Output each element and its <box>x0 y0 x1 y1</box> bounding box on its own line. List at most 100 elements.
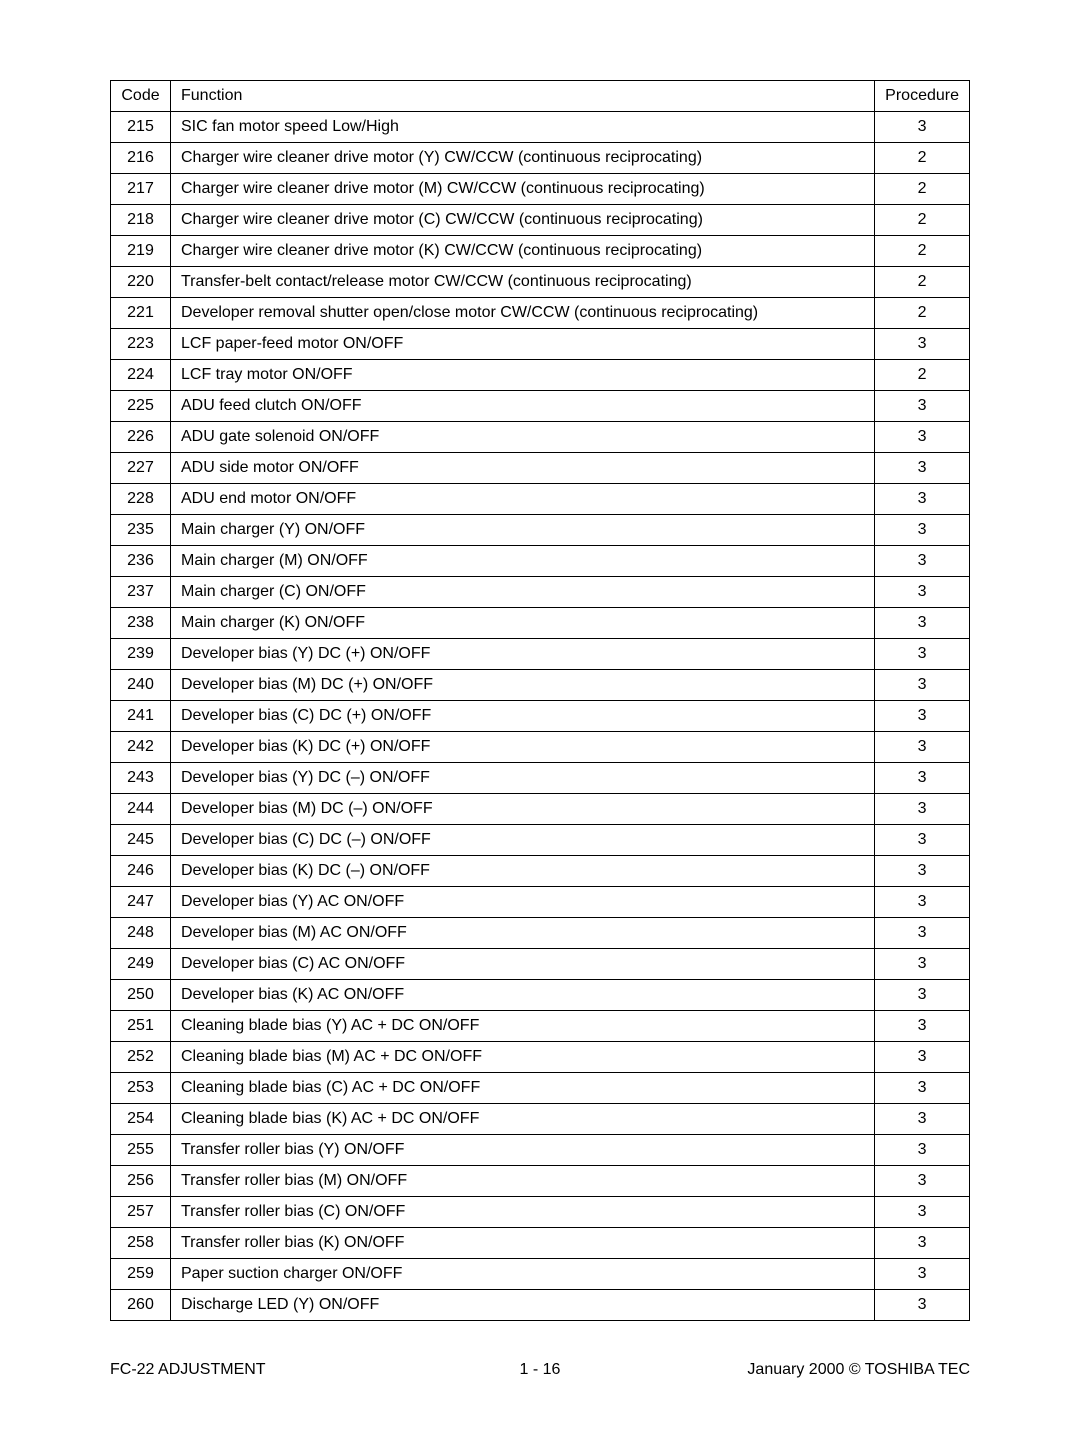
cell-function: Charger wire cleaner drive motor (K) CW/… <box>171 236 875 267</box>
cell-function: Charger wire cleaner drive motor (Y) CW/… <box>171 143 875 174</box>
cell-procedure: 3 <box>875 1259 970 1290</box>
cell-code: 228 <box>111 484 171 515</box>
cell-procedure: 3 <box>875 1042 970 1073</box>
footer-right: January 2000 © TOSHIBA TEC <box>747 1361 970 1379</box>
cell-code: 256 <box>111 1166 171 1197</box>
cell-code: 251 <box>111 1011 171 1042</box>
cell-procedure: 3 <box>875 112 970 143</box>
cell-function: Developer bias (K) DC (+) ON/OFF <box>171 732 875 763</box>
header-procedure: Procedure <box>875 81 970 112</box>
cell-procedure: 2 <box>875 143 970 174</box>
cell-procedure: 3 <box>875 515 970 546</box>
cell-procedure: 3 <box>875 949 970 980</box>
header-code: Code <box>111 81 171 112</box>
cell-function: Developer bias (Y) AC ON/OFF <box>171 887 875 918</box>
cell-function: Paper suction charger ON/OFF <box>171 1259 875 1290</box>
cell-code: 235 <box>111 515 171 546</box>
cell-function: Cleaning blade bias (K) AC + DC ON/OFF <box>171 1104 875 1135</box>
table-row: 242Developer bias (K) DC (+) ON/OFF3 <box>111 732 970 763</box>
cell-function: Discharge LED (Y) ON/OFF <box>171 1290 875 1321</box>
cell-code: 236 <box>111 546 171 577</box>
cell-procedure: 3 <box>875 1197 970 1228</box>
table-row: 226ADU gate solenoid ON/OFF3 <box>111 422 970 453</box>
cell-function: ADU side motor ON/OFF <box>171 453 875 484</box>
cell-procedure: 3 <box>875 1228 970 1259</box>
cell-code: 226 <box>111 422 171 453</box>
cell-function: Developer bias (K) AC ON/OFF <box>171 980 875 1011</box>
table-row: 238Main charger (K) ON/OFF3 <box>111 608 970 639</box>
table-row: 249Developer bias (C) AC ON/OFF3 <box>111 949 970 980</box>
table-row: 228ADU end motor ON/OFF3 <box>111 484 970 515</box>
cell-procedure: 3 <box>875 453 970 484</box>
cell-procedure: 2 <box>875 360 970 391</box>
cell-function: LCF tray motor ON/OFF <box>171 360 875 391</box>
cell-function: Developer bias (C) DC (–) ON/OFF <box>171 825 875 856</box>
cell-code: 259 <box>111 1259 171 1290</box>
cell-procedure: 3 <box>875 422 970 453</box>
cell-procedure: 2 <box>875 174 970 205</box>
cell-procedure: 3 <box>875 639 970 670</box>
cell-code: 254 <box>111 1104 171 1135</box>
header-function: Function <box>171 81 875 112</box>
table-row: 235Main charger (Y) ON/OFF3 <box>111 515 970 546</box>
cell-code: 241 <box>111 701 171 732</box>
table-row: 216Charger wire cleaner drive motor (Y) … <box>111 143 970 174</box>
main-table: Code Function Procedure 215SIC fan motor… <box>110 80 970 1321</box>
cell-procedure: 3 <box>875 608 970 639</box>
cell-code: 224 <box>111 360 171 391</box>
table-row: 227ADU side motor ON/OFF3 <box>111 453 970 484</box>
table-row: 260Discharge LED (Y) ON/OFF3 <box>111 1290 970 1321</box>
cell-procedure: 2 <box>875 298 970 329</box>
cell-code: 260 <box>111 1290 171 1321</box>
cell-function: LCF paper-feed motor ON/OFF <box>171 329 875 360</box>
cell-procedure: 3 <box>875 794 970 825</box>
cell-procedure: 3 <box>875 701 970 732</box>
cell-function: Main charger (M) ON/OFF <box>171 546 875 577</box>
table-row: 243Developer bias (Y) DC (–) ON/OFF3 <box>111 763 970 794</box>
cell-procedure: 2 <box>875 267 970 298</box>
cell-procedure: 3 <box>875 1011 970 1042</box>
cell-function: Cleaning blade bias (C) AC + DC ON/OFF <box>171 1073 875 1104</box>
table-row: 224LCF tray motor ON/OFF2 <box>111 360 970 391</box>
cell-function: Developer bias (M) AC ON/OFF <box>171 918 875 949</box>
cell-code: 237 <box>111 577 171 608</box>
cell-code: 221 <box>111 298 171 329</box>
cell-procedure: 3 <box>875 1166 970 1197</box>
cell-function: ADU gate solenoid ON/OFF <box>171 422 875 453</box>
cell-procedure: 2 <box>875 236 970 267</box>
cell-procedure: 3 <box>875 980 970 1011</box>
table-row: 215SIC fan motor speed Low/High3 <box>111 112 970 143</box>
cell-function: Developer bias (C) AC ON/OFF <box>171 949 875 980</box>
cell-procedure: 3 <box>875 1073 970 1104</box>
cell-code: 248 <box>111 918 171 949</box>
cell-function: Developer bias (K) DC (–) ON/OFF <box>171 856 875 887</box>
table-row: 257Transfer roller bias (C) ON/OFF3 <box>111 1197 970 1228</box>
cell-code: 225 <box>111 391 171 422</box>
cell-code: 220 <box>111 267 171 298</box>
table-row: 255Transfer roller bias (Y) ON/OFF3 <box>111 1135 970 1166</box>
cell-code: 258 <box>111 1228 171 1259</box>
table-row: 225ADU feed clutch ON/OFF3 <box>111 391 970 422</box>
cell-procedure: 3 <box>875 763 970 794</box>
cell-procedure: 3 <box>875 856 970 887</box>
table-row: 247Developer bias (Y) AC ON/OFF3 <box>111 887 970 918</box>
cell-procedure: 3 <box>875 577 970 608</box>
cell-code: 219 <box>111 236 171 267</box>
cell-function: Developer bias (Y) DC (–) ON/OFF <box>171 763 875 794</box>
cell-code: 242 <box>111 732 171 763</box>
cell-code: 250 <box>111 980 171 1011</box>
cell-code: 215 <box>111 112 171 143</box>
code-function-table: Code Function Procedure 215SIC fan motor… <box>110 80 970 1321</box>
cell-code: 240 <box>111 670 171 701</box>
cell-procedure: 3 <box>875 1290 970 1321</box>
cell-code: 239 <box>111 639 171 670</box>
cell-function: Main charger (Y) ON/OFF <box>171 515 875 546</box>
cell-code: 216 <box>111 143 171 174</box>
cell-procedure: 3 <box>875 670 970 701</box>
table-row: 218Charger wire cleaner drive motor (C) … <box>111 205 970 236</box>
table-row: 220Transfer-belt contact/release motor C… <box>111 267 970 298</box>
cell-code: 238 <box>111 608 171 639</box>
cell-procedure: 3 <box>875 329 970 360</box>
cell-code: 217 <box>111 174 171 205</box>
cell-code: 249 <box>111 949 171 980</box>
